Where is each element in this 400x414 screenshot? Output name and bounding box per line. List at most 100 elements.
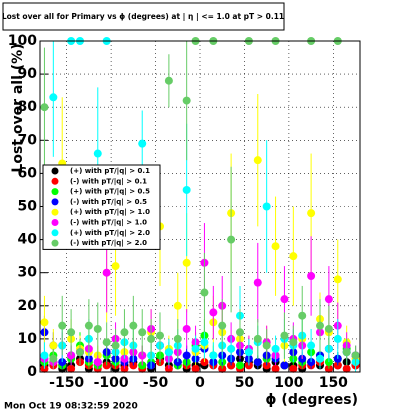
point [253, 358, 262, 367]
point [40, 351, 49, 360]
y-tick-label: 50 [18, 199, 38, 215]
chart-title: Lost over all for Primary vs ϕ (degrees)… [2, 12, 284, 22]
x-tick-label: 50 [235, 375, 255, 391]
point [67, 328, 76, 337]
point [173, 301, 182, 310]
point [182, 258, 191, 267]
y-tick-label: 60 [18, 165, 38, 181]
x-tick-label: 150 [319, 375, 348, 391]
point [316, 321, 324, 330]
point [40, 103, 49, 112]
point [67, 364, 76, 373]
legend-marker [51, 167, 59, 175]
point [209, 308, 218, 317]
point [236, 361, 244, 370]
point [298, 311, 307, 320]
point [49, 93, 58, 102]
legend-marker [51, 239, 59, 247]
point [40, 318, 49, 327]
point [253, 334, 262, 343]
point [200, 338, 209, 347]
point [227, 344, 236, 353]
point [138, 328, 147, 337]
legend-label: (-) with pT/|q| > 2.0 [70, 239, 147, 248]
legend-label: (-) with pT/|q| > 0.5 [70, 198, 147, 207]
point [182, 351, 191, 360]
point [111, 341, 120, 350]
point [280, 331, 289, 340]
point [280, 361, 289, 370]
point [76, 348, 84, 357]
x-axis-label: ϕ (degrees) [265, 392, 358, 408]
legend-marker [51, 188, 59, 196]
y-tick-label: 20 [18, 298, 38, 314]
y-tick-label: 70 [18, 132, 38, 148]
x-tick-label: -50 [143, 375, 169, 391]
point [120, 328, 129, 337]
plot-area: 0 10 20 30 40 50 60 70 80 90 100 -150 -100 -50 0 50 100 1… [8, 33, 361, 391]
x-tick-label: -100 [94, 375, 129, 391]
point [307, 209, 316, 218]
point [218, 321, 227, 330]
point [93, 149, 102, 158]
point [307, 341, 316, 350]
point [102, 338, 111, 347]
point [164, 348, 173, 357]
point [191, 364, 200, 373]
point [244, 348, 253, 357]
point [182, 96, 191, 105]
point [262, 341, 271, 350]
point [191, 344, 200, 353]
point [289, 364, 298, 373]
y-tick-label: 10 [18, 331, 38, 347]
point [342, 364, 351, 373]
y-tick-label: 0 [27, 364, 37, 380]
point [111, 262, 120, 271]
legend-box [42, 164, 161, 250]
y-tick-label: 90 [18, 66, 38, 82]
point [324, 295, 333, 304]
title-box [2, 2, 285, 31]
legend-label: (+) with pT/|q| > 0.1 [70, 167, 150, 176]
legend-marker [51, 208, 59, 216]
legend-label: (-) with pT/|q| > 0.1 [70, 177, 147, 186]
point [333, 275, 342, 284]
point [271, 364, 280, 373]
legend-marker [51, 219, 59, 226]
point [156, 331, 164, 340]
point [209, 351, 218, 360]
point [138, 139, 147, 148]
point [182, 324, 191, 333]
point [236, 328, 244, 337]
x-tick-label: 100 [274, 375, 303, 391]
point [262, 202, 271, 211]
point [333, 334, 342, 343]
point [147, 334, 156, 343]
y-tick-label: 100 [8, 33, 37, 49]
point [102, 268, 111, 277]
point [351, 351, 360, 360]
legend-label: (-) with pT/|q| > 1.0 [70, 219, 147, 228]
point [289, 252, 298, 261]
point [271, 344, 280, 353]
legend-marker [51, 177, 59, 185]
point [200, 288, 209, 297]
point [84, 321, 93, 330]
point [49, 354, 58, 363]
y-tick-label: 30 [18, 265, 38, 281]
legend-label: (+) with pT/|q| > 2.0 [70, 229, 150, 238]
point [93, 324, 102, 333]
point [58, 321, 67, 330]
y-axis-label: Lost over all (%) [10, 43, 26, 172]
y-tick-label: 40 [18, 232, 38, 248]
timestamp: Mon Oct 19 08:32:59 2020 [4, 402, 138, 412]
point [280, 295, 289, 304]
point [227, 235, 236, 244]
point [93, 358, 102, 367]
point [182, 185, 191, 194]
legend: (+) with pT/|q| > 0.1(-) with pT/|q| > 0… [42, 164, 161, 250]
point [253, 156, 262, 165]
point [129, 321, 138, 330]
legend-label: (+) with pT/|q| > 0.5 [70, 188, 150, 197]
